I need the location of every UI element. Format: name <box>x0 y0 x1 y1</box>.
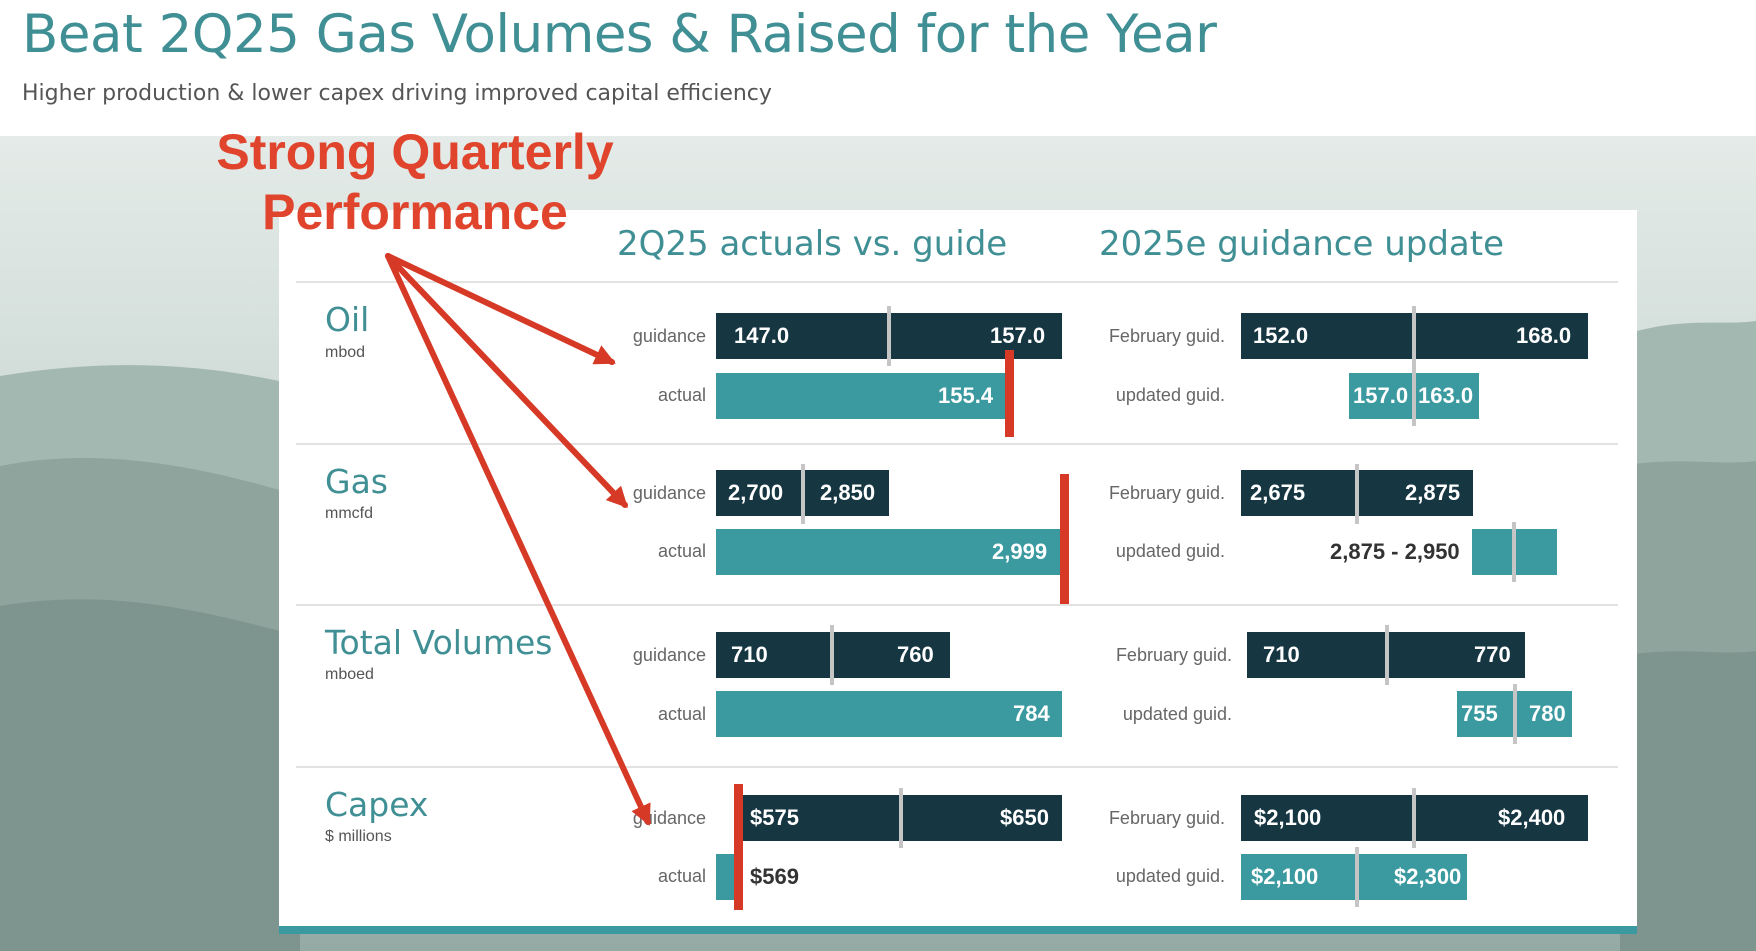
row-label-actual: actual <box>657 385 706 405</box>
oil-updated-low-label: 157.0 <box>1353 383 1409 408</box>
row-label-updated: updated guid. <box>1115 541 1225 561</box>
row-label-updated: updated guid. <box>1115 866 1225 886</box>
total-actual-bar <box>716 691 1062 737</box>
total-updated-midline <box>1513 684 1517 744</box>
capex-february-low-label: $2,100 <box>1254 805 1322 830</box>
arrow-to-gas <box>385 253 628 509</box>
metric-unit-total-volumes: mboed <box>325 666 374 683</box>
total-guidance-low-label: 710 <box>731 642 768 667</box>
oil-february-high-label: 168.0 <box>1516 323 1572 348</box>
column-heading-actuals: 2Q25 actuals vs. guide <box>617 224 1008 264</box>
gas-february-midline <box>1355 464 1359 524</box>
oil-guidance-midline <box>887 306 891 366</box>
divider <box>296 443 1618 445</box>
row-label-february: February guid. <box>1108 483 1225 503</box>
row-label-actual: actual <box>657 704 706 724</box>
oil-updated-midline <box>1412 306 1416 426</box>
gas-highlight-line <box>1060 474 1069 604</box>
row-label-actual: actual <box>657 866 706 886</box>
capex-february-high-label: $2,400 <box>1498 805 1566 830</box>
capex-updated-bar <box>1241 854 1467 900</box>
total-february-high-label: 770 <box>1474 642 1511 667</box>
oil-actual-bar <box>716 373 1006 419</box>
capex-highlight-line <box>734 784 743 910</box>
gas-february-low-label: 2,675 <box>1250 480 1306 505</box>
total-february-low-label: 710 <box>1263 642 1300 667</box>
capex-february-midline <box>1412 788 1416 848</box>
gas-february-high-label: 2,875 <box>1405 480 1461 505</box>
gas-actual-label: 2,999 <box>992 539 1048 564</box>
metric-unit-capex: $ millions <box>325 828 392 845</box>
oil-guidance-high-label: 157.0 <box>990 323 1046 348</box>
divider <box>296 604 1618 606</box>
capex-guidance-high-label: $650 <box>1000 805 1049 830</box>
arrow-to-capex <box>385 253 651 826</box>
gas-updated-midline <box>1512 522 1516 582</box>
total-guidance-midline <box>830 625 834 685</box>
row-label-guidance: guidance <box>632 326 706 346</box>
metric-name-total-volumes: Total Volumes <box>325 623 553 662</box>
metric-unit-gas: mmcfd <box>325 505 373 522</box>
gas-guidance-midline <box>801 464 805 524</box>
row-label-february: February guid. <box>1115 645 1232 665</box>
capex-updated-low-label: $2,100 <box>1251 864 1319 889</box>
arrow-to-oil <box>385 253 616 365</box>
capex-actual-bar <box>716 854 737 900</box>
capex-updated-midline <box>1355 847 1359 907</box>
page-title: Beat 2Q25 Gas Volumes & Raised for the Y… <box>22 4 1217 65</box>
row-label-guidance: guidance <box>632 483 706 503</box>
oil-updated-high-label: 163.0 <box>1418 383 1474 408</box>
row-label-february: February guid. <box>1108 808 1225 828</box>
capex-guidance-low-label: $575 <box>750 805 799 830</box>
annotation-line-2: Performance <box>262 184 568 240</box>
total-guidance-high-label: 760 <box>897 642 934 667</box>
row-label-updated: updated guid. <box>1122 704 1232 724</box>
metric-name-oil: Oil <box>325 300 370 339</box>
column-heading-guidance-update: 2025e guidance update <box>1099 224 1505 264</box>
row-label-updated: updated guid. <box>1115 385 1225 405</box>
total-updated-high-label: 780 <box>1529 701 1566 726</box>
capex-updated-high-label: $2,300 <box>1394 864 1462 889</box>
total-actual-label: 784 <box>1013 701 1050 726</box>
row-label-actual: actual <box>657 541 706 561</box>
gas-updated-range-label: 2,875 - 2,950 <box>1330 539 1460 564</box>
gas-actual-bar <box>716 529 1060 575</box>
total-updated-low-label: 755 <box>1461 701 1498 726</box>
capex-guidance-midline <box>899 788 903 848</box>
total-february-midline <box>1385 625 1389 685</box>
panel-bottom-border <box>279 926 1637 934</box>
gas-guidance-low-label: 2,700 <box>728 480 784 505</box>
metric-unit-oil: mbod <box>325 344 366 361</box>
oil-actual-label: 155.4 <box>938 383 994 408</box>
row-label-guidance: guidance <box>632 645 706 665</box>
metric-name-gas: Gas <box>325 462 388 501</box>
gas-guidance-high-label: 2,850 <box>820 480 876 505</box>
annotation-line-1: Strong Quarterly <box>216 124 614 180</box>
strong-quarterly-annotation: Strong Quarterly Performance <box>195 122 635 242</box>
row-label-february: February guid. <box>1108 326 1225 346</box>
capex-actual-label: $569 <box>750 864 799 889</box>
oil-guidance-low-label: 147.0 <box>734 323 790 348</box>
page-subtitle: Higher production & lower capex driving … <box>22 81 772 106</box>
row-label-guidance: guidance <box>632 808 706 828</box>
oil-february-low-label: 152.0 <box>1253 323 1309 348</box>
divider <box>296 281 1618 283</box>
divider <box>296 766 1618 768</box>
oil-highlight-line <box>1005 350 1014 437</box>
metric-name-capex: Capex <box>325 785 429 824</box>
